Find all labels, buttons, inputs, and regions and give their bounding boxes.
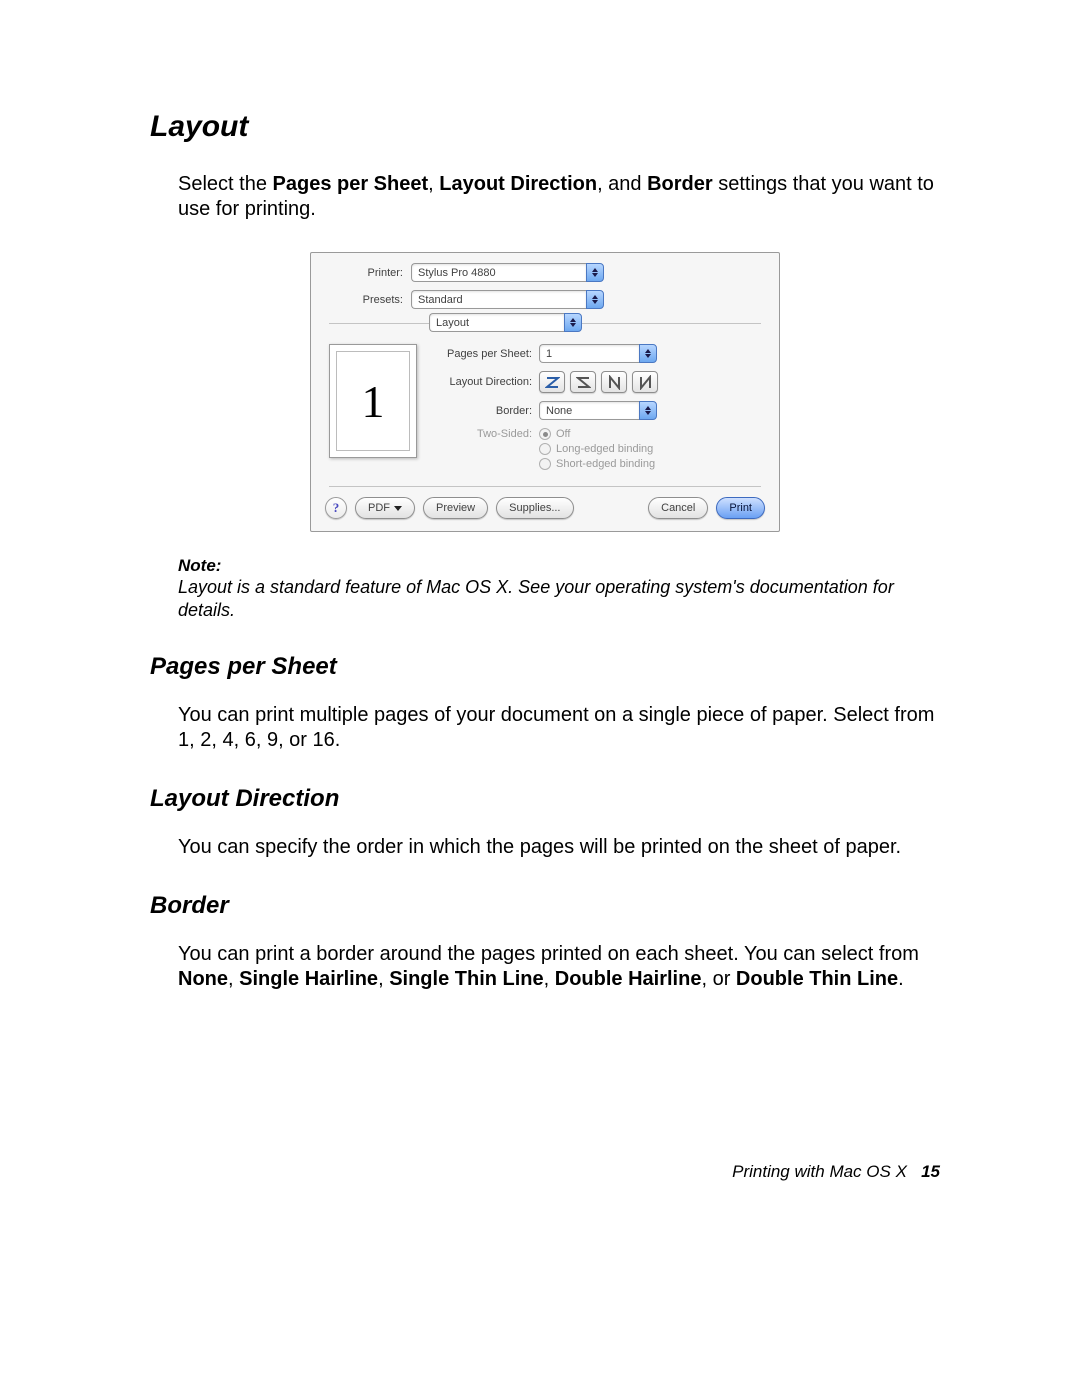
intro-b1: Pages per Sheet xyxy=(273,173,429,195)
radio-icon xyxy=(539,458,551,470)
radio-icon xyxy=(539,428,551,440)
intro-b2: Layout Direction xyxy=(439,173,597,195)
bt-s1: , xyxy=(228,968,239,990)
help-button[interactable]: ? xyxy=(325,497,347,519)
intro-m2: , and xyxy=(597,173,647,195)
layout-direction-2[interactable] xyxy=(570,371,596,393)
pane-value: Layout xyxy=(429,313,564,332)
print-button[interactable]: Print xyxy=(716,497,765,519)
intro-b3: Border xyxy=(647,173,713,195)
bt-s4: , or xyxy=(701,968,735,990)
two-sided-group: Off Long-edged binding Short-edged bindi… xyxy=(539,428,655,470)
supplies-button[interactable]: Supplies... xyxy=(496,497,573,519)
bt-post: . xyxy=(898,968,904,990)
heading-border: Border xyxy=(150,892,940,920)
ts-long-label: Long-edged binding xyxy=(556,443,653,455)
select-arrows-icon xyxy=(586,290,604,309)
layout-direction-4[interactable] xyxy=(632,371,658,393)
two-sided-off: Off xyxy=(539,428,655,440)
bt-s3: , xyxy=(544,968,555,990)
print-dialog: Printer: Stylus Pro 4880 Presets: Standa… xyxy=(310,252,780,532)
presets-label: Presets: xyxy=(329,294,411,306)
layout-direction-group xyxy=(539,371,658,393)
layout-n-icon xyxy=(607,375,622,390)
layout-n2-icon xyxy=(638,375,653,390)
printer-value: Stylus Pro 4880 xyxy=(411,263,586,282)
select-arrows-icon xyxy=(639,344,657,363)
heading-ld: Layout Direction xyxy=(150,785,940,813)
layout-direction-1[interactable] xyxy=(539,371,565,393)
bt-b2: Single Hairline xyxy=(239,968,378,990)
bt-b5: Double Thin Line xyxy=(736,968,898,990)
dropdown-icon xyxy=(394,506,402,511)
pps-value: 1 xyxy=(539,344,639,363)
heading-layout: Layout xyxy=(150,110,940,144)
note-label: Note: xyxy=(178,556,940,576)
two-sided-short: Short-edged binding xyxy=(539,458,655,470)
two-sided-label: Two-Sided: xyxy=(431,428,539,440)
printer-select[interactable]: Stylus Pro 4880 xyxy=(411,263,604,282)
preview-button[interactable]: Preview xyxy=(423,497,488,519)
border-paragraph: You can print a border around the pages … xyxy=(178,942,940,992)
ts-off-label: Off xyxy=(556,428,570,440)
select-arrows-icon xyxy=(564,313,582,332)
pdf-label: PDF xyxy=(368,502,390,514)
border-label: Border: xyxy=(431,405,539,417)
cancel-button[interactable]: Cancel xyxy=(648,497,708,519)
presets-select[interactable]: Standard xyxy=(411,290,604,309)
ld-label: Layout Direction: xyxy=(431,376,539,388)
pane-select[interactable]: Layout xyxy=(429,313,582,332)
divider: Layout xyxy=(329,323,761,324)
intro-m1: , xyxy=(428,173,439,195)
intro-paragraph: Select the Pages per Sheet, Layout Direc… xyxy=(178,172,940,222)
note-text: Layout is a standard feature of Mac OS X… xyxy=(178,576,940,621)
ts-short-label: Short-edged binding xyxy=(556,458,655,470)
preview-number: 1 xyxy=(362,375,385,428)
intro-pre: Select the xyxy=(178,173,273,195)
bt-pre: You can print a border around the pages … xyxy=(178,943,919,965)
layout-preview: 1 xyxy=(329,344,417,458)
presets-value: Standard xyxy=(411,290,586,309)
layout-s-icon xyxy=(576,375,591,390)
ld-text: You can specify the order in which the p… xyxy=(178,835,940,860)
page-footer: Printing with Mac OS X 15 xyxy=(732,1162,940,1182)
pdf-button[interactable]: PDF xyxy=(355,497,415,519)
footer-text: Printing with Mac OS X xyxy=(732,1162,907,1181)
radio-icon xyxy=(539,443,551,455)
printer-label: Printer: xyxy=(329,267,411,279)
footer-page: 15 xyxy=(921,1162,940,1181)
select-arrows-icon xyxy=(639,401,657,420)
layout-direction-3[interactable] xyxy=(601,371,627,393)
bt-b3: Single Thin Line xyxy=(389,968,543,990)
heading-pps: Pages per Sheet xyxy=(150,653,940,681)
pps-text: You can print multiple pages of your doc… xyxy=(178,703,940,753)
bt-s2: , xyxy=(378,968,389,990)
two-sided-long: Long-edged binding xyxy=(539,443,655,455)
bt-b1: None xyxy=(178,968,228,990)
layout-z-icon xyxy=(545,375,560,390)
pps-label: Pages per Sheet: xyxy=(431,348,539,360)
bt-b4: Double Hairline xyxy=(555,968,702,990)
pps-select[interactable]: 1 xyxy=(539,344,657,363)
border-select[interactable]: None xyxy=(539,401,657,420)
select-arrows-icon xyxy=(586,263,604,282)
border-value: None xyxy=(539,401,639,420)
